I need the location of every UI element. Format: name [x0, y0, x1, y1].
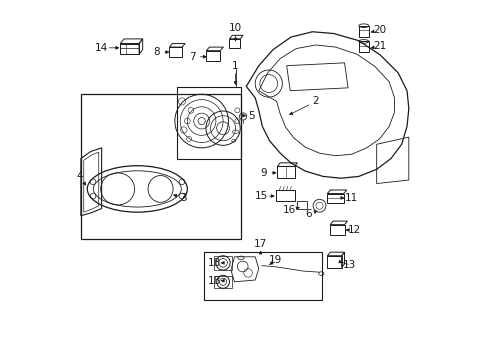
Text: 20: 20: [372, 25, 386, 35]
Text: 10: 10: [228, 23, 242, 33]
Bar: [214, 256, 231, 270]
Text: 17: 17: [253, 239, 266, 249]
Text: 1: 1: [232, 61, 239, 71]
Bar: [358, 26, 368, 37]
Text: 18: 18: [207, 258, 220, 268]
Bar: [358, 41, 368, 52]
Text: 6: 6: [305, 209, 311, 219]
Text: 7: 7: [189, 52, 196, 62]
Text: 21: 21: [372, 41, 386, 51]
Text: 16: 16: [282, 205, 295, 215]
Text: 8: 8: [153, 47, 160, 57]
Text: 11: 11: [345, 193, 358, 203]
Text: 13: 13: [343, 260, 356, 270]
Text: 2: 2: [312, 96, 319, 107]
Text: 4: 4: [76, 171, 82, 181]
Text: 18: 18: [207, 276, 220, 286]
Text: 15: 15: [255, 191, 268, 201]
Bar: [214, 276, 231, 288]
Text: 9: 9: [260, 168, 267, 178]
Text: 19: 19: [269, 255, 282, 265]
Text: 3: 3: [180, 193, 187, 203]
Text: 12: 12: [347, 225, 361, 235]
Text: 5: 5: [248, 111, 254, 121]
Text: 14: 14: [95, 43, 108, 53]
